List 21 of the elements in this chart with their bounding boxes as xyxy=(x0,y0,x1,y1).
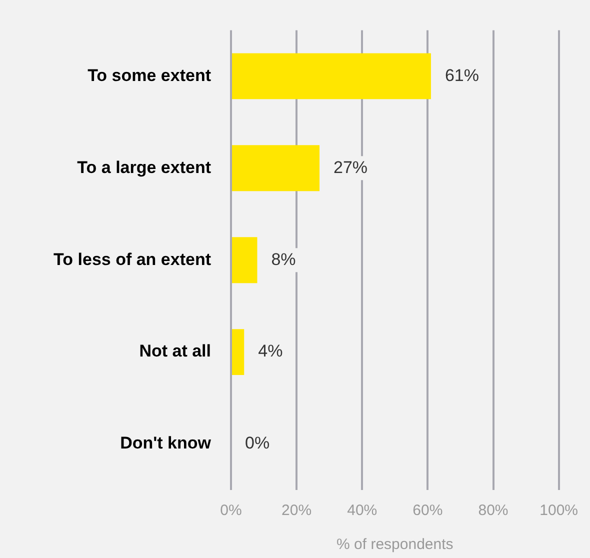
data-label: 4% xyxy=(258,342,283,361)
y-tick-label: To some extent xyxy=(88,66,212,85)
x-tick-label: 80% xyxy=(478,502,508,520)
y-tick-label: To less of an extent xyxy=(54,250,212,269)
bar xyxy=(232,329,244,376)
y-tick-label: To a large extent xyxy=(77,158,212,177)
bar xyxy=(232,53,431,100)
y-tick-label: Don't know xyxy=(120,434,212,453)
x-tick-label: 100% xyxy=(540,502,578,520)
x-axis-title: % of respondents xyxy=(336,536,454,554)
x-tick-label: 0% xyxy=(220,502,242,520)
bar xyxy=(232,145,320,192)
data-label: 61% xyxy=(444,66,479,85)
y-tick-label: Not at all xyxy=(139,342,211,361)
x-tick-label: 20% xyxy=(282,502,312,520)
data-label: 27% xyxy=(334,158,368,177)
data-label: 8% xyxy=(271,250,296,269)
x-tick-label: 40% xyxy=(347,502,378,520)
x-tick-label: 60% xyxy=(412,502,443,520)
data-label: 0% xyxy=(245,434,270,453)
bar xyxy=(232,237,258,284)
